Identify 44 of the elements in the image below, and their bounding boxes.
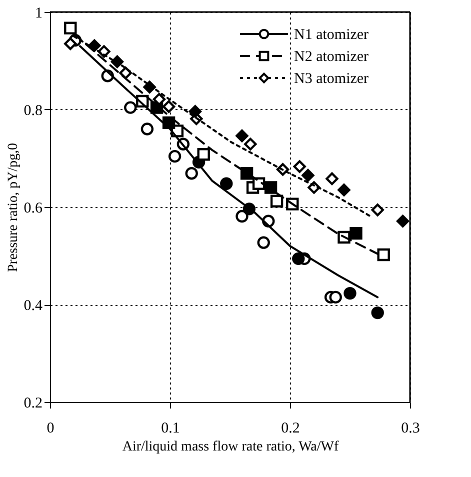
y-tick-label: 1 [35,6,42,22]
point [371,204,384,216]
y-tick-label: 0.4 [24,298,43,314]
point [329,290,342,304]
point [396,214,410,228]
point [168,150,182,163]
x-axis-title: Air/liquid mass flow rate ratio, Wa/Wf [122,440,340,454]
point [302,168,314,182]
y-tick-label: 0.2 [24,396,42,412]
point [197,148,210,161]
point [264,181,278,194]
point [338,184,350,196]
point [143,80,156,94]
point [236,210,248,223]
point [188,105,202,118]
point [293,160,306,173]
point [350,226,362,240]
x-tick-label: 0.1 [161,420,180,436]
point [220,177,233,190]
point [64,37,77,50]
point [257,236,270,249]
point [140,122,154,136]
point [162,100,176,113]
point [185,167,198,180]
point [371,306,384,320]
point [377,248,390,262]
point [236,129,248,142]
point [244,138,257,150]
y-tick-label: 0.6 [24,200,43,216]
point [64,22,77,34]
point [344,286,356,300]
point [292,252,305,266]
x-tick-label: 0.2 [281,420,300,436]
y-tick-label: 0.8 [24,103,42,119]
legend-label: N1 atomizer [294,27,369,43]
legend-label: N3 atomizer [294,71,369,87]
point [124,101,137,114]
x-tick-label: 0.3 [401,420,420,436]
point [270,194,284,208]
point [326,172,338,186]
y-axis-title: Pressure ratio, pY/pg,0 [6,142,21,272]
legend-label: N2 atomizer [294,49,369,65]
x-tick-label: 0 [46,420,54,436]
point [110,55,124,68]
